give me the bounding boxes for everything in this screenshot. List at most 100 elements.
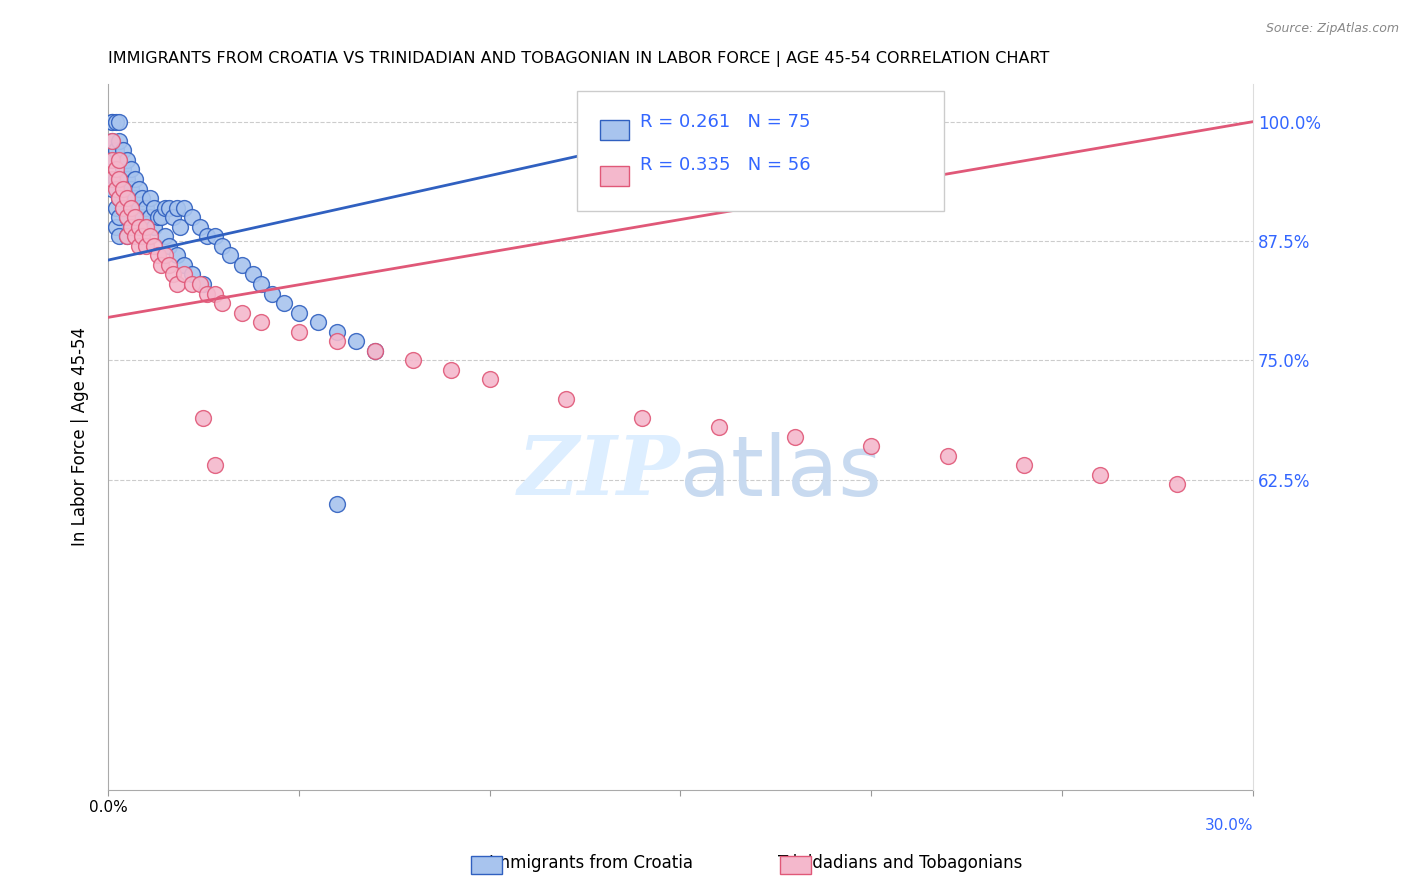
Point xyxy=(142,239,165,253)
Point xyxy=(273,296,295,310)
Text: atlas: atlas xyxy=(681,432,882,513)
Point xyxy=(124,172,146,186)
Point xyxy=(146,248,169,262)
Point xyxy=(157,201,180,215)
Point xyxy=(288,325,311,339)
Point xyxy=(115,191,138,205)
Point xyxy=(139,210,162,224)
Point xyxy=(181,210,204,224)
Point xyxy=(173,201,195,215)
Point xyxy=(104,201,127,215)
Point xyxy=(555,392,578,406)
Text: R = 0.335   N = 56: R = 0.335 N = 56 xyxy=(640,156,811,174)
Point xyxy=(860,439,883,453)
Point xyxy=(108,153,131,167)
Point xyxy=(181,277,204,291)
FancyBboxPatch shape xyxy=(578,91,943,211)
Point xyxy=(204,458,226,473)
Text: IMMIGRANTS FROM CROATIA VS TRINIDADIAN AND TOBAGONIAN IN LABOR FORCE | AGE 45-54: IMMIGRANTS FROM CROATIA VS TRINIDADIAN A… xyxy=(108,51,1049,67)
Point xyxy=(112,144,135,158)
Point xyxy=(326,334,349,349)
Point xyxy=(364,343,387,358)
Point xyxy=(112,162,135,177)
Point xyxy=(104,219,127,234)
Text: Immigrants from Croatia: Immigrants from Croatia xyxy=(488,855,693,872)
Point xyxy=(707,420,730,434)
Point xyxy=(101,172,124,186)
Point xyxy=(669,114,692,128)
Point xyxy=(120,201,142,215)
Point xyxy=(155,201,177,215)
Point xyxy=(288,305,311,319)
Point xyxy=(402,353,425,368)
Point xyxy=(108,210,131,224)
Point xyxy=(150,210,173,224)
Point xyxy=(101,114,124,128)
Text: ZIP: ZIP xyxy=(517,432,681,512)
Point xyxy=(162,210,184,224)
Point xyxy=(478,372,501,386)
Point xyxy=(101,114,124,128)
Point xyxy=(101,153,124,167)
Point xyxy=(128,239,150,253)
Point xyxy=(231,305,253,319)
Point xyxy=(142,219,165,234)
Y-axis label: In Labor Force | Age 45-54: In Labor Force | Age 45-54 xyxy=(72,327,89,546)
Point xyxy=(131,191,153,205)
Point xyxy=(108,114,131,128)
Point xyxy=(193,277,215,291)
Point xyxy=(112,201,135,215)
Point xyxy=(101,134,124,148)
Point xyxy=(631,410,654,425)
Point xyxy=(307,315,329,329)
Point xyxy=(936,449,959,463)
Point xyxy=(211,239,233,253)
Point xyxy=(364,343,387,358)
Point xyxy=(344,334,367,349)
Text: Source: ZipAtlas.com: Source: ZipAtlas.com xyxy=(1265,22,1399,36)
Point xyxy=(104,114,127,128)
Point xyxy=(173,268,195,282)
Point xyxy=(108,191,131,205)
Text: R = 0.261   N = 75: R = 0.261 N = 75 xyxy=(640,113,811,131)
Point xyxy=(242,268,264,282)
Point xyxy=(146,210,169,224)
Point xyxy=(1088,467,1111,482)
Point xyxy=(104,172,127,186)
Point xyxy=(150,258,173,272)
Point xyxy=(166,248,188,262)
Point xyxy=(128,181,150,195)
Point xyxy=(155,248,177,262)
Point xyxy=(1012,458,1035,473)
Point xyxy=(783,430,806,444)
FancyBboxPatch shape xyxy=(600,120,628,140)
Point xyxy=(204,229,226,244)
Point xyxy=(101,181,124,195)
Point xyxy=(115,229,138,244)
Point xyxy=(262,286,284,301)
Point xyxy=(142,201,165,215)
Point xyxy=(135,201,157,215)
Point xyxy=(115,172,138,186)
Point xyxy=(219,248,242,262)
Point xyxy=(249,315,271,329)
Point xyxy=(188,277,211,291)
Point xyxy=(108,229,131,244)
Point xyxy=(157,239,180,253)
Point xyxy=(326,497,349,511)
Point xyxy=(120,201,142,215)
Point xyxy=(108,191,131,205)
Point xyxy=(112,181,135,195)
Point xyxy=(124,210,146,224)
Text: 30.0%: 30.0% xyxy=(1205,818,1253,833)
Point xyxy=(173,258,195,272)
Point xyxy=(1166,477,1188,491)
Point xyxy=(195,286,218,301)
Point xyxy=(139,191,162,205)
Point xyxy=(204,286,226,301)
Point xyxy=(195,229,218,244)
Point xyxy=(115,191,138,205)
Point xyxy=(135,239,157,253)
Point xyxy=(135,219,157,234)
Point xyxy=(249,277,271,291)
